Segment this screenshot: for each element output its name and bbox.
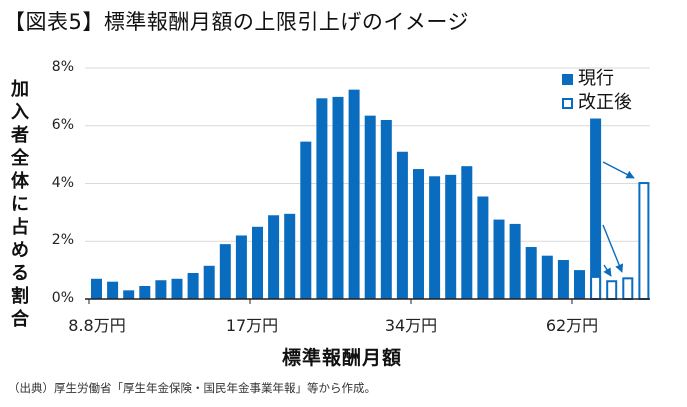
legend-label-revised: 改正後 (578, 92, 632, 113)
y-tick-0: 0% (51, 290, 74, 306)
y-tick-6: 6% (51, 117, 74, 133)
bar-revised (622, 277, 634, 300)
y-label-char: る (11, 263, 29, 284)
y-label-char: 全 (11, 148, 29, 169)
y-label-char: 体 (11, 171, 29, 192)
bar-current (284, 213, 296, 299)
arrow-icon (602, 224, 624, 273)
y-tick-8: 8% (51, 59, 74, 75)
chart-title: 【図表5】標準報酬月額の上限引上げのイメージ (4, 10, 469, 34)
y-label-char: に (11, 194, 29, 215)
bar-current (477, 196, 489, 299)
bar-current (364, 115, 376, 299)
bar-current (332, 96, 344, 299)
y-label-char: 合 (11, 309, 29, 330)
y-label-char: 加 (11, 79, 29, 100)
bar-current (574, 270, 585, 299)
bar-current (316, 98, 328, 299)
bar-current (413, 169, 424, 299)
legend-item-current: 現行 (562, 67, 632, 91)
bar-current (203, 265, 215, 299)
bar-current (268, 215, 280, 299)
bar-current (541, 255, 553, 299)
bar-current (348, 89, 360, 299)
x-tick-8-8man: 8.8万円 (68, 316, 126, 335)
filled-square-icon (562, 73, 573, 85)
x-axis-label: 標準報酬月額 (282, 347, 403, 369)
bar-current (171, 278, 183, 299)
bar-current (123, 290, 135, 299)
bar-current (252, 226, 263, 299)
y-tick-2: 2% (51, 232, 74, 248)
bar-current (461, 166, 473, 299)
bar-current (396, 151, 408, 299)
y-label-char: め (11, 240, 29, 261)
x-tick-34man: 34万円 (384, 316, 438, 335)
bar-current (107, 281, 119, 299)
outline-square-icon (562, 97, 573, 109)
legend: 現行 改正後 (562, 67, 632, 115)
bar-current (187, 273, 199, 299)
bar-current (300, 141, 312, 299)
bar-revised (638, 182, 650, 300)
legend-item-revised: 改正後 (562, 91, 632, 115)
bar-current (557, 260, 569, 299)
bar-current (429, 176, 441, 299)
bar-current (590, 118, 602, 299)
bar-current (91, 278, 102, 299)
bar-revised (590, 275, 602, 300)
y-tick-4: 4% (51, 175, 74, 191)
bar-current (380, 119, 392, 299)
bar-plot-area (85, 67, 650, 304)
arrow-icon (602, 161, 635, 179)
bar-current (155, 280, 167, 299)
x-tick-17man: 17万円 (225, 316, 279, 335)
legend-label-current: 現行 (578, 68, 614, 89)
y-label-char: 占 (11, 217, 29, 238)
bar-current (445, 174, 457, 299)
y-axis-label: 加 入 者 全 体 に 占 め る 割 合 (8, 78, 32, 331)
bar-current (235, 235, 247, 299)
bar-current (219, 244, 231, 299)
bar-revised (606, 280, 618, 301)
y-label-char: 入 (11, 102, 29, 123)
bar-current (509, 223, 521, 299)
bar-current (525, 247, 537, 299)
y-label-char: 者 (11, 125, 29, 146)
bar-current (139, 286, 151, 299)
bar-current (493, 219, 505, 299)
x-tick-62man: 62万円 (545, 316, 599, 335)
arrow-icon (603, 264, 612, 277)
source-note: （出典）厚生労働省「厚生年金保険・国民年金事業年報」等から作成。 (8, 381, 376, 395)
y-label-char: 割 (11, 286, 29, 307)
